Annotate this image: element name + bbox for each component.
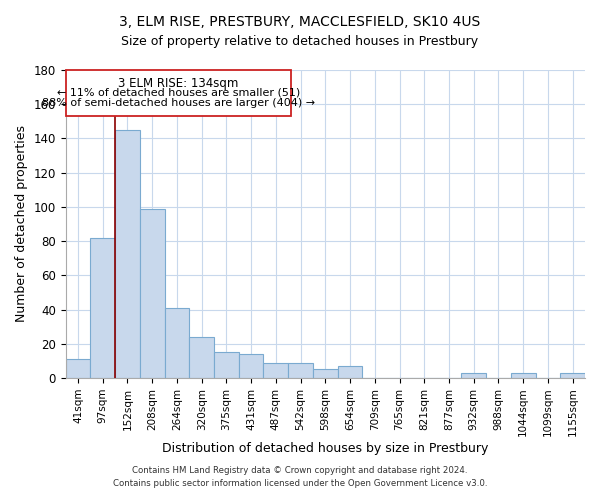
Bar (560, 373, 585, 378)
Bar (164, 308, 190, 378)
Bar (65, 70, 291, 116)
Text: ← 11% of detached houses are smaller (51): ← 11% of detached houses are smaller (51… (56, 87, 300, 97)
Y-axis label: Number of detached properties: Number of detached properties (15, 126, 28, 322)
Bar (511, 373, 536, 378)
Text: Contains HM Land Registry data © Crown copyright and database right 2024.
Contai: Contains HM Land Registry data © Crown c… (113, 466, 487, 487)
Bar (461, 373, 486, 378)
Bar (313, 370, 338, 378)
Bar (65, 359, 91, 378)
Bar (190, 337, 214, 378)
Bar (263, 362, 288, 378)
Bar (338, 366, 362, 378)
Text: 88% of semi-detached houses are larger (404) →: 88% of semi-detached houses are larger (… (41, 98, 315, 108)
Bar (140, 208, 164, 378)
Text: 3, ELM RISE, PRESTBURY, MACCLESFIELD, SK10 4US: 3, ELM RISE, PRESTBURY, MACCLESFIELD, SK… (119, 15, 481, 29)
Bar (288, 362, 313, 378)
Bar (239, 354, 263, 378)
Text: 3 ELM RISE: 134sqm: 3 ELM RISE: 134sqm (118, 77, 238, 90)
Bar (214, 352, 239, 378)
Text: Size of property relative to detached houses in Prestbury: Size of property relative to detached ho… (121, 35, 479, 48)
Bar (91, 238, 115, 378)
X-axis label: Distribution of detached houses by size in Prestbury: Distribution of detached houses by size … (162, 442, 488, 455)
Bar (115, 130, 140, 378)
